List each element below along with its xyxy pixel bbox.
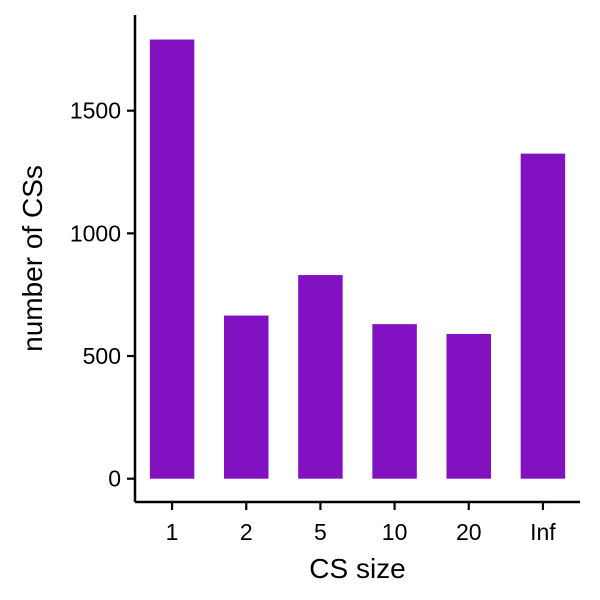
x-tick-label: 20: [456, 519, 482, 545]
bars-group: [149, 39, 566, 479]
x-axis-title: CS size: [309, 553, 405, 584]
x-tick-label: 1: [166, 519, 179, 545]
bar-Inf: [520, 153, 566, 479]
y-axis-ticks: 0 500 1000 1500: [70, 98, 135, 492]
x-tick-label: Inf: [530, 519, 556, 545]
y-tick-label: 500: [83, 343, 121, 369]
x-tick-label: 10: [382, 519, 408, 545]
bar-10: [372, 324, 417, 479]
bar-20: [446, 333, 491, 479]
x-tick-label: 2: [240, 519, 253, 545]
y-tick-label: 1500: [70, 98, 121, 124]
x-axis-ticks: 1 2 5 10 20 Inf: [166, 502, 556, 545]
y-tick-label: 0: [108, 466, 121, 492]
y-axis-title: number of CSs: [17, 165, 48, 352]
x-tick-label: 5: [314, 519, 327, 545]
bar-2: [224, 315, 269, 479]
bar-5: [298, 275, 343, 479]
bar-1: [149, 39, 195, 479]
y-tick-label: 1000: [70, 220, 121, 246]
